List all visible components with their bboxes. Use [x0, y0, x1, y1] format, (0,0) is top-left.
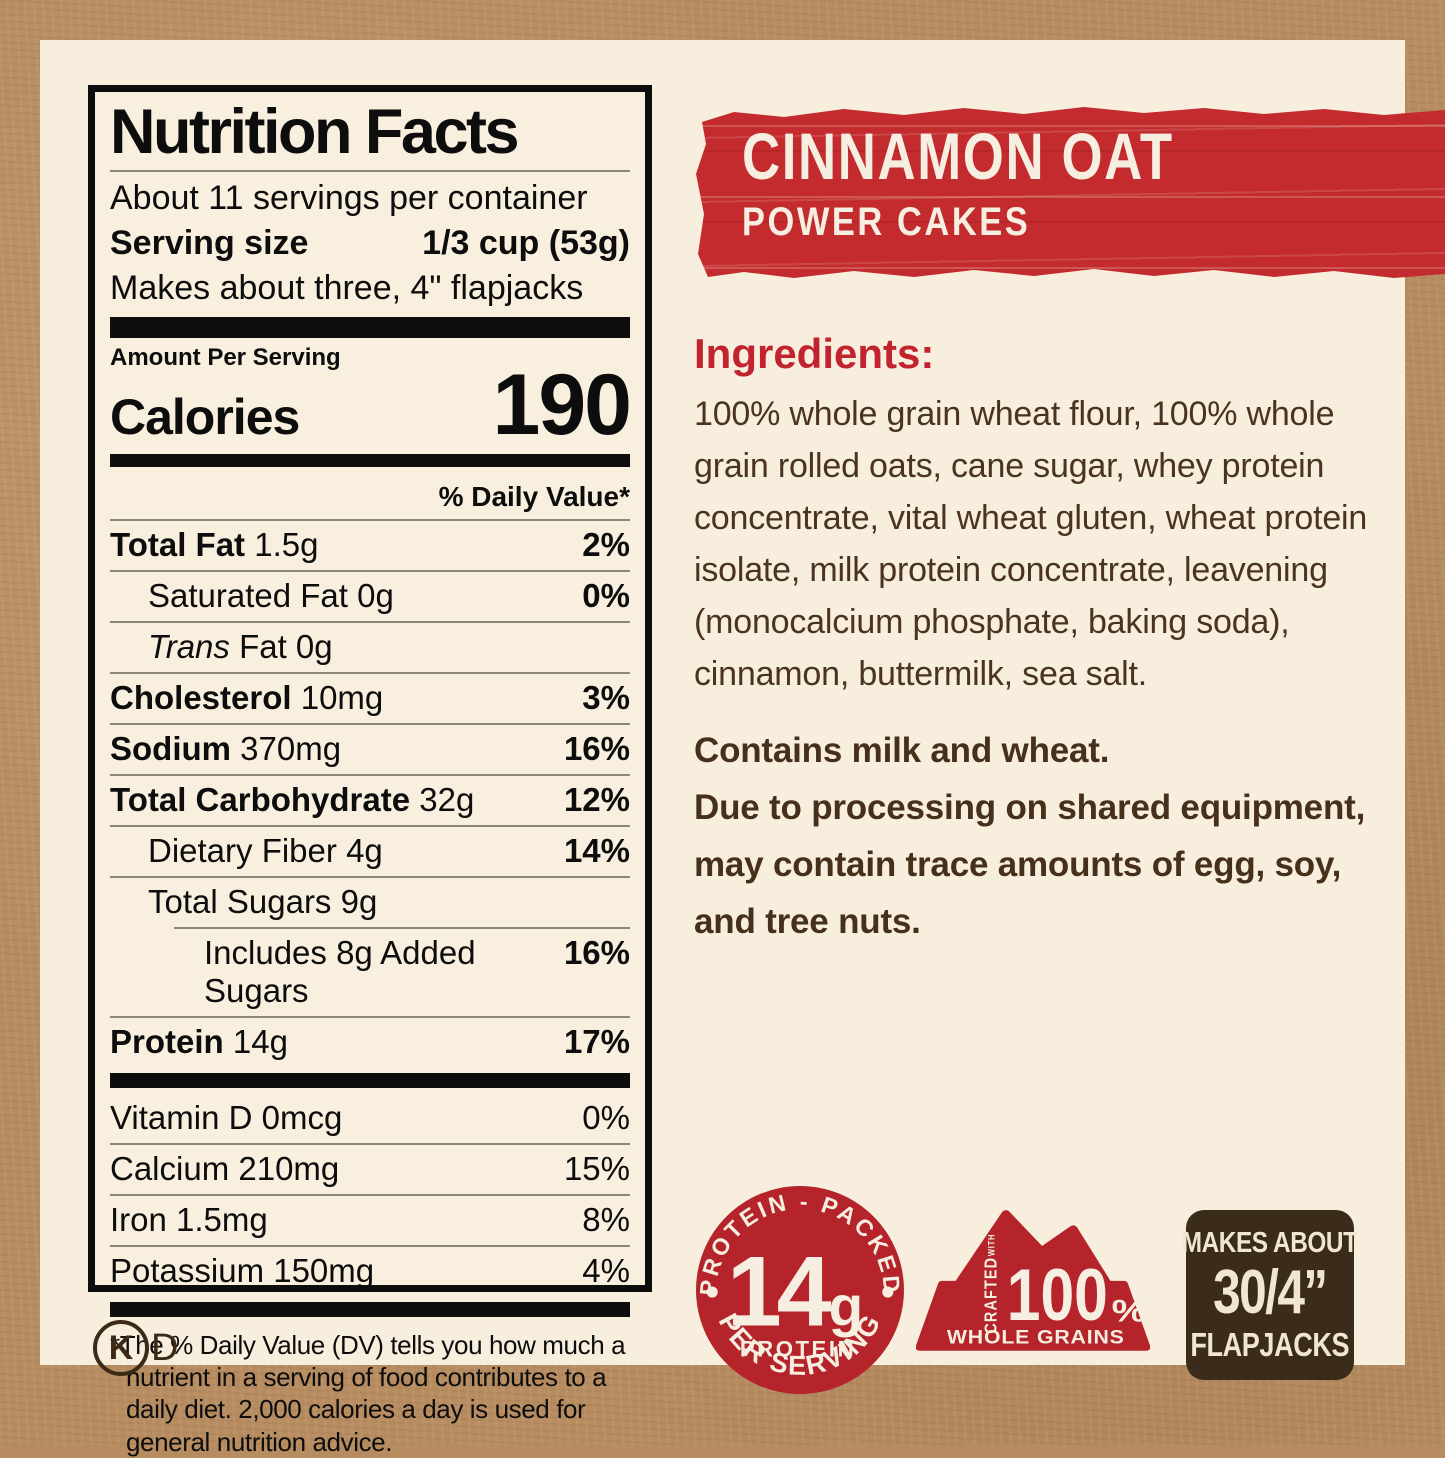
medium-bar — [110, 453, 630, 467]
brush-stroke-banner — [696, 107, 1445, 278]
hundred-value: 100 — [1007, 1255, 1108, 1336]
flapjacks-line1: MAKES ABOUT — [1182, 1226, 1358, 1259]
badge-circle — [696, 1186, 904, 1394]
nutrient-label: Saturated Fat 0g — [148, 576, 394, 614]
whole-grains-badge-icon: CRAFTED WITH 100 % WHOLE GRAINS — [916, 1210, 1150, 1351]
circle-k-icon: K — [93, 1320, 149, 1376]
divider — [110, 169, 630, 172]
vitamin-dv: 0% — [582, 1098, 630, 1136]
with-word: WITH — [986, 1234, 997, 1256]
nutrient-row-saturated-fat: Saturated Fat 0g 0% — [110, 569, 630, 621]
product-subname: POWER CAKES — [742, 200, 1031, 244]
thick-bar — [110, 1301, 630, 1317]
nutrient-dv: 2% — [582, 525, 630, 563]
serving-size-label: Serving size — [110, 223, 309, 262]
nutrient-dv: 12% — [563, 780, 630, 818]
nutrient-row-total-carbohydrate: Total Carbohydrate 32g 12% — [110, 773, 630, 825]
vitamin-row-iron: Iron 1.5mg 8% — [110, 1193, 630, 1245]
thick-bar — [110, 317, 630, 339]
nutrient-label: Protein 14g — [110, 1022, 288, 1060]
amount-per-serving: Amount Per Serving — [110, 344, 341, 372]
vitamin-row-vitamin-d: Vitamin D 0mcg 0% — [110, 1094, 630, 1143]
nutrient-label: Total Fat 1.5g — [110, 525, 319, 563]
vitamin-dv: 15% — [563, 1149, 630, 1187]
nutrient-row-added-sugars: Includes 8g Added Sugars 16% — [174, 926, 630, 1016]
servings-per-container: About 11 servings per container — [110, 178, 588, 217]
vitamin-row-calcium: Calcium 210mg 15% — [110, 1142, 630, 1194]
nutrient-label: Includes 8g Added Sugars — [204, 933, 476, 1009]
thick-bar — [110, 1072, 630, 1088]
ingredients-heading: Ingredients: — [694, 330, 935, 377]
nutrient-row-dietary-fiber: Dietary Fiber 4g 14% — [110, 824, 630, 876]
vitamin-label: Vitamin D 0mcg — [110, 1098, 343, 1136]
vitamin-label: Iron 1.5mg — [110, 1200, 268, 1238]
nutrient-row-total-fat: Total Fat 1.5g 2% — [110, 518, 630, 570]
protein-grams-unit: g — [829, 1274, 864, 1337]
nutrient-dv: 16% — [563, 933, 630, 971]
nutrient-row-cholesterol: Cholesterol 10mg 3% — [110, 671, 630, 723]
flapjacks-line2: 30/4” — [1213, 1257, 1328, 1327]
allergen-statement: Contains milk and wheat. Due to processi… — [694, 731, 1366, 941]
makes-about-flapjacks-badge: MAKES ABOUT 30/4” FLAPJACKS — [1182, 1210, 1358, 1380]
svg-text:14g: 14g — [727, 1235, 863, 1346]
nutrition-facts-label: Nutrition Facts About 11 servings per co… — [88, 85, 652, 1457]
nutrient-label: Trans Fat 0g — [148, 627, 333, 665]
nutrition-facts-title: Nutrition Facts — [110, 97, 520, 167]
protein-word: PROTEIN — [740, 1337, 856, 1362]
nutrient-label: Total Carbohydrate 32g — [110, 780, 475, 818]
vitamin-label: Calcium 210mg — [110, 1149, 340, 1187]
flapjacks-line3: FLAPJACKS — [1190, 1325, 1350, 1363]
serving-size-row: Serving size 1/3 cup (53g) — [110, 221, 630, 266]
daily-value-header: % Daily Value* — [438, 480, 630, 512]
nutrient-row-total-sugars: Total Sugars 9g — [110, 875, 630, 927]
nutrient-label: Sodium 370mg — [110, 729, 342, 767]
vitamin-row-potassium: Potassium 150mg 4% — [110, 1244, 630, 1296]
nutrient-row-trans-fat: Trans Fat 0g — [110, 620, 630, 672]
nutrient-dv: 14% — [563, 831, 630, 869]
dot-icon — [882, 1286, 894, 1298]
nutrient-label: Cholesterol 10mg — [110, 678, 384, 716]
nutrient-dv: 17% — [563, 1022, 630, 1060]
nutrient-label: Total Sugars 9g — [148, 882, 378, 920]
vitamin-dv: 4% — [582, 1251, 630, 1289]
nutrient-dv: 0% — [582, 576, 630, 614]
nutrient-label: Dietary Fiber 4g — [148, 831, 383, 869]
serving-note: Makes about three, 4" flapjacks — [110, 268, 584, 307]
nutrient-dv: 3% — [582, 678, 630, 716]
dot-icon — [706, 1286, 718, 1298]
calories-value: 190 — [492, 357, 632, 454]
crafted-word: CRAFTED — [981, 1257, 1001, 1334]
nutrient-row-protein: Protein 14g 17% — [110, 1015, 630, 1067]
mountain-shape — [916, 1210, 1150, 1351]
serving-size-value: 1/3 cup (53g) — [422, 223, 630, 262]
vitamin-dv: 8% — [582, 1200, 630, 1238]
nutrient-row-sodium: Sodium 370mg 16% — [110, 722, 630, 774]
daily-value-footnote: *The % Daily Value (DV) tells you how mu… — [110, 1329, 626, 1457]
ingredients-text: 100% whole grain wheat flour, 100% whole… — [694, 395, 1368, 693]
protein-grams-value: 14 — [727, 1235, 832, 1346]
product-name: CINNAMON OAT — [742, 119, 1174, 193]
kosher-dairy-icon: K D — [93, 1320, 178, 1376]
nutrient-dv: 16% — [563, 729, 630, 767]
calories-row: Calories 190 — [110, 357, 632, 454]
percent-sign: % — [1112, 1293, 1147, 1329]
kosher-dairy-letter: D — [151, 1326, 179, 1369]
vitamin-label: Potassium 150mg — [110, 1251, 375, 1289]
protein-packed-badge-icon: PROTEIN - PACKED PER SERVING 14g PROTEIN — [695, 1186, 904, 1394]
calories-label: Calories — [110, 389, 300, 446]
whole-grains-word: WHOLE GRAINS — [947, 1327, 1125, 1348]
